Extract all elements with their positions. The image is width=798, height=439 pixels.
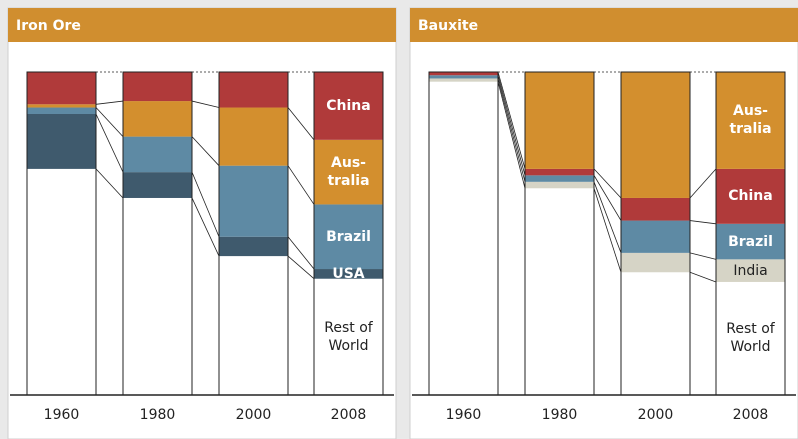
connector (497, 75, 526, 176)
connector (191, 197, 220, 257)
bar-segment (716, 281, 785, 395)
bar-segment (525, 168, 594, 176)
bar-segment (429, 72, 498, 76)
bar-segment (716, 259, 785, 282)
segment-label: India (733, 262, 768, 279)
bar-segment (123, 72, 192, 102)
segment-label: Brazil (326, 228, 371, 245)
connector (497, 78, 526, 182)
segment-label: China (326, 97, 371, 114)
panel-title: Iron Ore (16, 18, 81, 34)
connector (287, 236, 315, 270)
bar-segment (123, 172, 192, 198)
connector (497, 71, 526, 170)
panel-header (8, 8, 396, 42)
connector (497, 81, 526, 189)
bar-segment (219, 256, 288, 395)
connector (689, 220, 717, 225)
x-tick-label: 1960 (446, 407, 482, 423)
bar-segment (27, 72, 96, 105)
bar-segment (621, 72, 690, 198)
bar-segment (716, 168, 785, 224)
segment-label: China (728, 188, 773, 205)
connector (287, 255, 315, 280)
segment-label: Rest of World (726, 321, 775, 356)
bar-segment (314, 278, 383, 395)
bar-segment (219, 107, 288, 166)
bar-segment (621, 197, 690, 221)
connector (593, 181, 622, 254)
x-tick-label: 1980 (140, 407, 176, 423)
connector (689, 271, 717, 283)
connector (287, 165, 315, 205)
x-tick-label: 2000 (236, 407, 272, 423)
bar-segment (429, 81, 498, 395)
bar-segment (314, 204, 383, 270)
bar-segment (219, 165, 288, 237)
connector (95, 107, 124, 137)
segment-label: USA (332, 265, 365, 282)
bar-segment (27, 104, 96, 108)
bar-segment (123, 197, 192, 395)
connector (191, 136, 220, 166)
segment-label: Rest of World (324, 319, 373, 354)
bar-segment (525, 72, 594, 169)
connector (191, 171, 220, 237)
bar-segment (621, 252, 690, 273)
bar-segment (314, 72, 383, 140)
x-tick-label: 2008 (331, 407, 367, 423)
x-tick-label: 2008 (733, 407, 769, 423)
bar-segment (27, 113, 96, 169)
x-tick-label: 2000 (638, 407, 674, 423)
bar-segment (429, 78, 498, 82)
x-tick-label: 1980 (542, 407, 578, 423)
segment-label: Brazil (728, 233, 773, 250)
connector (191, 100, 220, 108)
connector (689, 252, 717, 260)
panel-header (410, 8, 798, 42)
bar-segment (621, 220, 690, 253)
bar-segment (219, 72, 288, 108)
connector (95, 100, 124, 105)
connector (593, 168, 622, 199)
bar-segment (716, 72, 785, 169)
bar-segment (27, 107, 96, 114)
bar-segment (429, 75, 498, 79)
connector (593, 188, 622, 273)
bar-segment (621, 272, 690, 395)
connector (287, 107, 315, 141)
connector (95, 168, 124, 199)
segment-label: Aus- tralia (327, 155, 370, 190)
bar-segment (525, 175, 594, 182)
bar-segment (525, 181, 594, 189)
bar-segment (123, 136, 192, 173)
bar-segment (314, 139, 383, 205)
connector (95, 113, 124, 173)
connector (689, 168, 717, 199)
bar-segment (123, 101, 192, 137)
segment-label: Aus- tralia (729, 103, 772, 138)
bar-segment (525, 188, 594, 395)
bar-segment (314, 269, 383, 279)
panel-title: Bauxite (418, 18, 478, 34)
bar-segment (27, 168, 96, 395)
bar-segment (716, 223, 785, 260)
bar-segment (219, 236, 288, 257)
connector (593, 175, 622, 221)
x-tick-label: 1960 (44, 407, 80, 423)
